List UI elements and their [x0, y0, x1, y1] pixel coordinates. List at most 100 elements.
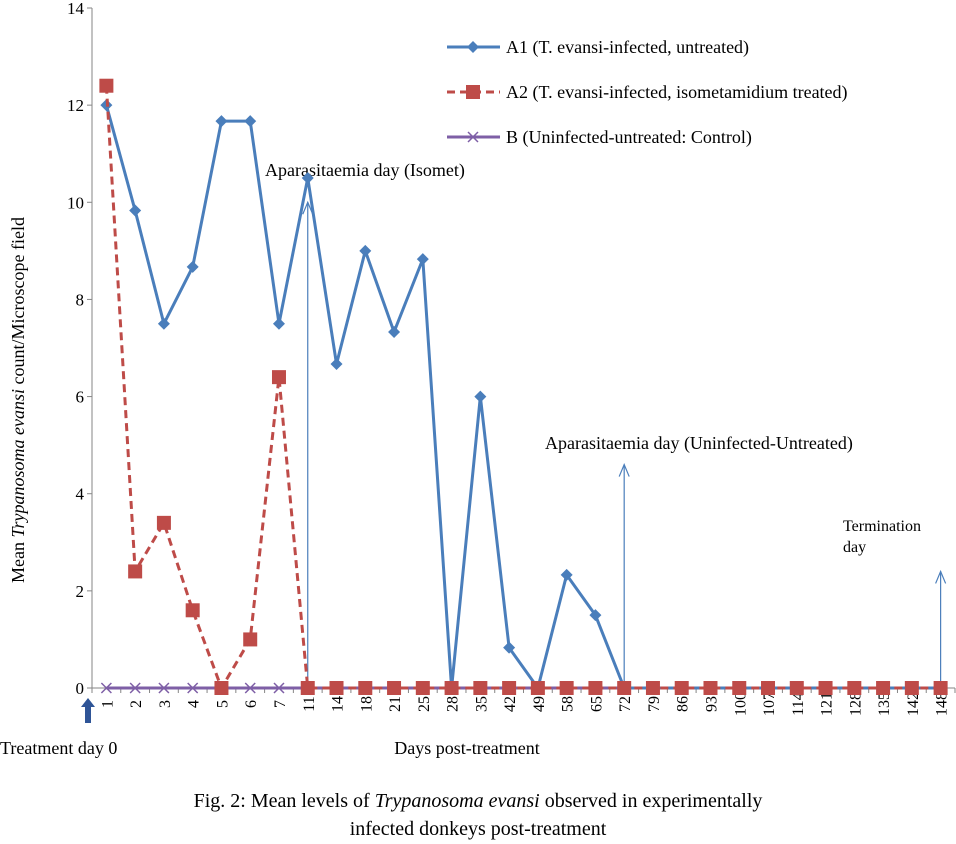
y-tick-label: 2: [76, 582, 85, 601]
x-tick-label: 79: [646, 696, 663, 712]
y-tick-label: 6: [76, 388, 85, 407]
ann-uninfected-arrowhead-icon: [618, 463, 630, 477]
x-tick-label: 86: [675, 696, 692, 712]
series-2-point: [387, 681, 402, 695]
series-2-point: [243, 632, 258, 647]
y-tick-label: 0: [76, 679, 85, 698]
series-1-point: [416, 253, 429, 266]
caption-text-end: observed in experimentally: [539, 790, 763, 812]
series-3-point: [244, 682, 256, 694]
x-tick-label: 148: [934, 692, 951, 716]
series-2-point: [99, 78, 114, 93]
legend-label-3: B (Uninfected-untreated: Control): [506, 127, 752, 148]
series-2-point: [789, 681, 804, 695]
series-2-point: [530, 681, 545, 695]
series-1-point: [359, 244, 372, 257]
x-tick-label: 14: [330, 696, 347, 712]
figure-caption-line-1: Fig. 2: Mean levels of Trypanosoma evans…: [0, 790, 956, 813]
series-2-point: [876, 681, 891, 695]
series-1-point: [186, 260, 199, 273]
series-1-point: [272, 317, 285, 330]
treatment-day-label: Treatment day 0: [0, 738, 117, 758]
series-3-point: [187, 682, 199, 694]
legend-marker-1: [467, 41, 479, 53]
caption-text: Fig. 2: Mean levels of: [193, 790, 375, 812]
y-axis-title: Mean Trypanosoma evansi count/Microscope…: [8, 217, 28, 583]
y-tick-label: 4: [76, 485, 85, 504]
x-tick-label: 6: [243, 700, 260, 708]
annotations: Aparasitaemia day (Isomet) Aparasitaemia …: [265, 160, 947, 688]
legend-label-1: A1 (T. evansi-infected, untreated): [506, 37, 749, 58]
x-axis-title: Days post-treatment: [394, 738, 539, 758]
figure-caption-line-2: infected donkeys post-treatment: [349, 818, 607, 840]
series-group: [99, 78, 948, 695]
series-2-point: [473, 681, 488, 695]
y-tick-label: 8: [76, 290, 85, 309]
series-1-point: [474, 390, 487, 403]
series-1: [100, 99, 947, 694]
series-1-point: [244, 115, 257, 128]
series-2-point: [415, 681, 430, 695]
series-2-point: [502, 681, 517, 695]
series-2-point: [847, 681, 862, 695]
x-tick-label: 72: [617, 696, 634, 712]
x-tick-label: 114: [790, 692, 807, 715]
x-tick-label: 5: [214, 700, 231, 708]
series-2-point: [933, 681, 948, 695]
series-1-point: [301, 172, 314, 184]
series-1-line: [104, 104, 941, 690]
series-2-point: [818, 681, 833, 695]
series-2-point: [185, 603, 200, 618]
series-3-point: [273, 682, 285, 694]
treatment-arrow-icon: [81, 698, 95, 723]
series-2-point: [358, 681, 373, 695]
series-2-point: [645, 681, 660, 695]
y-tick-label: 12: [67, 96, 84, 115]
series-2-point: [732, 681, 747, 695]
y-axis-title-species: Trypanosoma evansi: [8, 389, 28, 538]
series-1-point: [215, 115, 228, 128]
series-3-point: [100, 682, 112, 694]
series-2-point: [329, 681, 344, 695]
x-tick-label: 65: [588, 696, 605, 712]
x-tick-label: 49: [531, 696, 548, 712]
series-3-point: [129, 682, 141, 694]
legend-marker-2: [466, 85, 480, 99]
x-tick-label: 11: [301, 696, 318, 711]
y-tick-label: 14: [67, 0, 85, 18]
x-tick-label: 93: [703, 696, 720, 712]
y-tick-label: 10: [67, 193, 84, 212]
x-tick-label: 35: [473, 696, 490, 712]
x-tick-label: 142: [905, 692, 922, 716]
series-2-point: [703, 681, 718, 695]
series-3-point: [158, 682, 170, 694]
series-2-point: [904, 681, 919, 695]
y-axis-title-prefix: Mean: [8, 537, 28, 582]
x-tick-label: 1: [99, 700, 116, 708]
series-1-point: [129, 204, 142, 217]
series-2-line: [104, 85, 941, 690]
series-2-point: [761, 681, 776, 695]
x-tick-label: 21: [387, 696, 404, 712]
caption-species: Trypanosoma evansi: [374, 790, 540, 812]
series-2-point: [156, 515, 171, 530]
series-2-point: [214, 681, 229, 695]
x-tick-label: 7: [272, 700, 289, 708]
series-1-point: [560, 568, 573, 581]
ann-termination-label: Termination: [843, 518, 921, 535]
series-2-point: [271, 370, 286, 385]
legend-marker-3: [467, 131, 479, 143]
ann-termination-label: day: [843, 539, 866, 556]
series-2-point: [559, 681, 574, 695]
x-tick-label: 100: [732, 692, 749, 716]
x-tick-label: 28: [445, 696, 462, 712]
x-tick-label: 4: [186, 700, 203, 708]
series-2-point: [300, 681, 315, 695]
x-tick-label: 128: [847, 692, 864, 716]
x-tick-label: 18: [358, 696, 375, 712]
x-tick-label: 3: [157, 700, 174, 708]
ann-uninfected-label: Aparasitaemia day (Uninfected-Untreated): [545, 433, 853, 454]
series-1-point: [157, 317, 170, 330]
